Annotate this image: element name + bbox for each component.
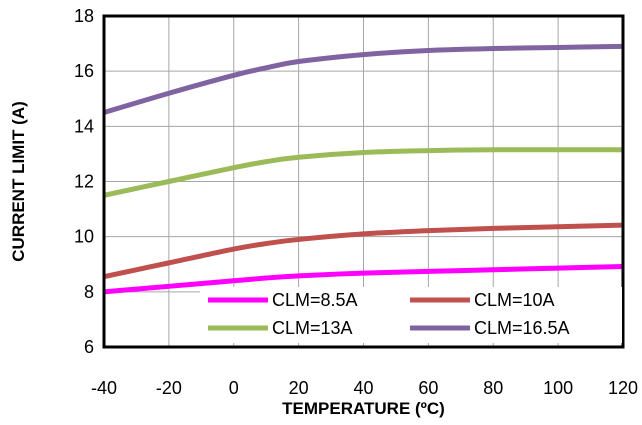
legend-label: CLM=10A — [474, 290, 555, 310]
x-tick-label: -40 — [91, 378, 117, 398]
y-axis-tick-labels: 6 8 10 12 14 16 18 — [74, 6, 94, 357]
y-tick-label: 12 — [74, 172, 94, 192]
x-tick-label: 0 — [229, 378, 239, 398]
x-tick-label: 60 — [418, 378, 438, 398]
y-tick-label: 18 — [74, 6, 94, 26]
y-tick-label: 10 — [74, 227, 94, 247]
x-tick-label: 40 — [353, 378, 373, 398]
series-line-clm-10a — [103, 222, 624, 280]
y-tick-label: 14 — [74, 116, 94, 136]
y-tick-label: 8 — [84, 282, 94, 302]
legend-background — [200, 287, 622, 343]
x-tick-label: -20 — [156, 378, 182, 398]
series-line-clm-16-5a — [103, 43, 624, 115]
x-tick-label: 20 — [289, 378, 309, 398]
x-axis-tick-labels: -40 -20 0 20 40 60 80 100 120 — [91, 378, 638, 398]
y-tick-label: 16 — [74, 61, 94, 81]
series-line-clm-13a — [103, 147, 623, 198]
y-axis-title: CURRENT LIMIT (A) — [9, 101, 28, 262]
series-line-clm-8-5a — [103, 263, 624, 295]
x-axis-title: TEMPERATURE (ºC) — [282, 399, 445, 418]
series-lines — [103, 43, 624, 295]
x-tick-label: 80 — [483, 378, 503, 398]
x-tick-label: 100 — [543, 378, 573, 398]
grid-lines — [103, 15, 624, 348]
legend-label: CLM=8.5A — [272, 290, 358, 310]
legend-label: CLM=16.5A — [474, 318, 570, 338]
legend: CLM=8.5A CLM=10A CLM=13A CLM=16.5A — [200, 287, 622, 343]
y-tick-label: 6 — [84, 337, 94, 357]
plot-area-frame — [102, 14, 625, 349]
x-tick-label: 120 — [608, 378, 638, 398]
legend-label: CLM=13A — [272, 318, 353, 338]
